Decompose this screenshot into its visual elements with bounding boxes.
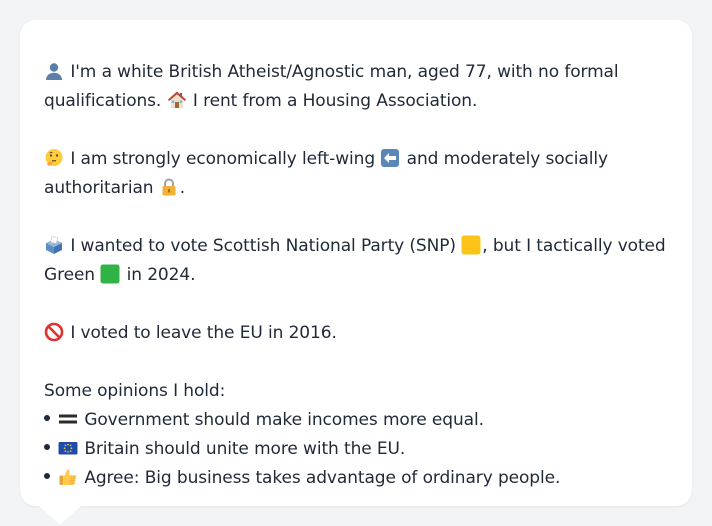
- tactical-vote-text: , but I tactically voted: [482, 236, 666, 256]
- bullet-dot: [44, 473, 50, 479]
- opinion-text: Government should make incomes more equa…: [84, 410, 484, 430]
- list-item: Britain should unite more with the EU.: [44, 435, 668, 464]
- opinions-list: Government should make incomes more equa…: [44, 406, 668, 493]
- house-icon: [167, 90, 187, 110]
- brexit-line: I voted to leave the EU in 2016.: [44, 319, 668, 348]
- bullet-dot: [44, 415, 50, 421]
- authoritarian-text: authoritarian: [44, 178, 154, 198]
- bullet-dot: [44, 444, 50, 450]
- vote-paragraph: I wanted to vote Scottish National Party…: [44, 232, 668, 290]
- demographics-paragraph: I'm a white British Atheist/Agnostic man…: [44, 58, 668, 116]
- period-text: .: [179, 178, 186, 198]
- yellow-square-icon: [461, 235, 481, 255]
- opinion-text: Britain should unite more with the EU.: [84, 439, 406, 459]
- economic-left-text: I am strongly economically left-wing: [70, 149, 376, 169]
- demographics-line-1: I'm a white British Atheist/Agnostic man…: [44, 58, 668, 87]
- list-item: Agree: Big business takes advantage of o…: [44, 464, 668, 493]
- social-text: and moderately socially: [406, 149, 608, 169]
- demographics-line-2: qualifications. I rent from a Housing As…: [44, 87, 668, 116]
- profile-text: I'm a white British Atheist/Agnostic man…: [44, 58, 668, 493]
- thinking-face-icon: [44, 148, 64, 168]
- demographics-text-1: I'm a white British Atheist/Agnostic man…: [70, 62, 619, 82]
- ideology-line-2: authoritarian .: [44, 174, 668, 203]
- qualifications-text: qualifications.: [44, 91, 162, 111]
- leave-eu-text: I voted to leave the EU in 2016.: [70, 323, 337, 343]
- year-text: in 2024.: [126, 265, 196, 285]
- vote-line-1: I wanted to vote Scottish National Party…: [44, 232, 668, 261]
- prohibited-icon: [44, 322, 64, 342]
- opinions-section: Some opinions I hold: Government should …: [44, 377, 668, 493]
- intended-vote-text: I wanted to vote Scottish National Party…: [70, 236, 456, 256]
- ballot-box-icon: [44, 235, 64, 255]
- eu-flag-icon: [58, 438, 78, 458]
- chat-bubble: I'm a white British Atheist/Agnostic man…: [20, 20, 692, 506]
- vote-line-2: Green in 2024.: [44, 261, 668, 290]
- bubble-tail: [38, 505, 82, 525]
- opinions-heading: Some opinions I hold:: [44, 381, 226, 401]
- housing-text: I rent from a Housing Association.: [192, 91, 478, 111]
- list-item: Government should make incomes more equa…: [44, 406, 668, 435]
- green-text: Green: [44, 265, 95, 285]
- left-arrow-icon: [380, 148, 400, 168]
- padlock-icon: [159, 177, 179, 197]
- ideology-paragraph: I am strongly economically left-wing and…: [44, 145, 668, 203]
- thumbs-up-icon: [58, 467, 78, 487]
- ideology-line-1: I am strongly economically left-wing and…: [44, 145, 668, 174]
- person-silhouette-icon: [44, 61, 64, 81]
- green-square-icon: [100, 264, 120, 284]
- heavy-equals-icon: [58, 409, 78, 429]
- opinion-text: Agree: Big business takes advantage of o…: [84, 468, 561, 488]
- brexit-paragraph: I voted to leave the EU in 2016.: [44, 319, 668, 348]
